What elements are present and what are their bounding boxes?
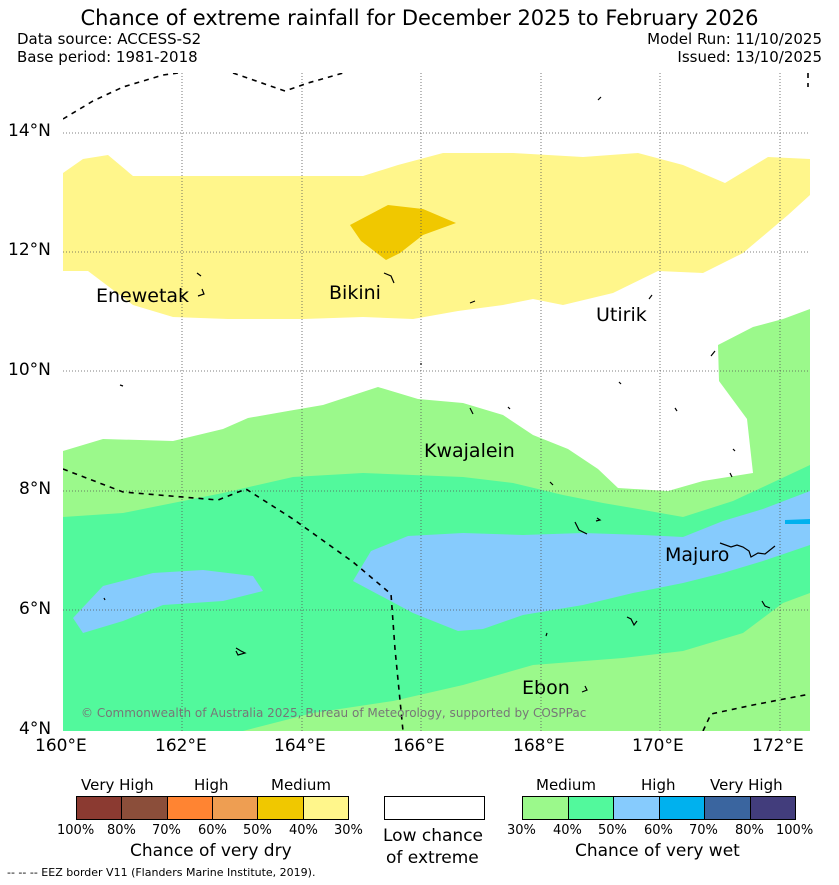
dry-high-region (350, 205, 456, 260)
lon-label-170e: 170°E (632, 736, 684, 756)
lon-label-162e: 162°E (155, 736, 207, 756)
low-chance-label-line2: of extreme (386, 848, 479, 868)
wet-tick-30: 30% (507, 823, 536, 838)
wet-swatch-6 (750, 797, 795, 819)
lon-label-160e: 160°E (35, 736, 87, 756)
dry-group-medium: Medium (271, 776, 331, 794)
wet-tick-100: 100% (776, 823, 814, 838)
place-label-ebon: Ebon (522, 677, 570, 699)
wet-tick-50: 50% (598, 823, 627, 838)
dry-swatch-6 (303, 797, 348, 819)
wet-colorbar (522, 796, 796, 820)
wet-swatch-4 (659, 797, 705, 819)
issued-date: Issued: 13/10/2025 (677, 48, 822, 66)
rainfall-map[interactable] (63, 73, 810, 731)
wet-high-region (73, 570, 263, 633)
lat-label-8n: 8°N (19, 479, 52, 499)
map-title: Chance of extreme rainfall for December … (80, 6, 759, 30)
place-label-enewetak: Enewetak (96, 285, 190, 307)
lon-label-164e: 164°E (274, 736, 326, 756)
dry-swatch-3 (167, 797, 213, 819)
low-chance-swatch-fill (385, 797, 484, 819)
place-label-majuro: Majuro (665, 544, 730, 566)
wet-swatch-5 (705, 797, 751, 819)
eez-border (63, 73, 810, 731)
dry-swatch-5 (258, 797, 304, 819)
place-label-kwajalein: Kwajalein (424, 440, 515, 462)
lat-label-10n: 10°N (8, 360, 51, 380)
wet-swatch-2 (568, 797, 614, 819)
model-run: Model Run: 11/10/2025 (647, 30, 822, 48)
low-chance-swatch (384, 796, 485, 820)
wet-tick-60: 60% (644, 823, 673, 838)
wet-high-strip (785, 519, 810, 524)
wet-swatch-3 (614, 797, 660, 819)
wet-tick-70: 70% (689, 823, 718, 838)
wet-tick-40: 40% (553, 823, 582, 838)
dry-swatch-2 (122, 797, 168, 819)
lat-label-12n: 12°N (8, 240, 51, 260)
dry-tick-100: 100% (57, 823, 95, 838)
wet-tick-80: 80% (735, 823, 764, 838)
eez-border-note: -- -- -- EEZ border V11 (Flanders Marine… (7, 866, 316, 879)
dry-tick-50: 50% (243, 823, 272, 838)
dry-group-high: High (194, 776, 229, 794)
dry-colorbar (76, 796, 349, 820)
lon-label-168e: 168°E (513, 736, 565, 756)
wet-swatch-1 (523, 797, 569, 819)
wet-high-region-2 (353, 491, 810, 631)
wet-group-high: High (641, 776, 676, 794)
dry-medium-region (63, 153, 810, 319)
dry-tick-30: 30% (334, 823, 363, 838)
place-label-utirik: Utirik (596, 304, 647, 326)
island-outlines (103, 96, 776, 693)
lat-label-14n: 14°N (8, 121, 51, 141)
dry-tick-60: 60% (198, 823, 227, 838)
low-chance-label-line1: Low chance (383, 826, 483, 846)
wet-colorbar-title: Chance of very wet (575, 841, 740, 861)
dry-tick-40: 40% (289, 823, 318, 838)
lat-label-6n: 6°N (19, 599, 52, 619)
dry-group-very-high: Very High (81, 776, 154, 794)
dry-swatch-4 (212, 797, 259, 819)
dry-colorbar-title: Chance of very dry (130, 841, 292, 861)
dry-tick-80: 80% (107, 823, 136, 838)
copyright-notice: © Commonwealth of Australia 2025, Bureau… (81, 706, 587, 720)
wet-group-very-high: Very High (710, 776, 783, 794)
dry-swatch-1 (77, 797, 123, 819)
wet-group-medium: Medium (536, 776, 596, 794)
lon-label-172e: 172°E (752, 736, 804, 756)
data-source: Data source: ACCESS-S2 (17, 30, 202, 48)
lon-label-166e: 166°E (393, 736, 445, 756)
place-label-bikini: Bikini (329, 282, 381, 304)
base-period: Base period: 1981-2018 (17, 48, 198, 66)
lat-label-4n: 4°N (19, 719, 52, 739)
dry-tick-70: 70% (152, 823, 181, 838)
